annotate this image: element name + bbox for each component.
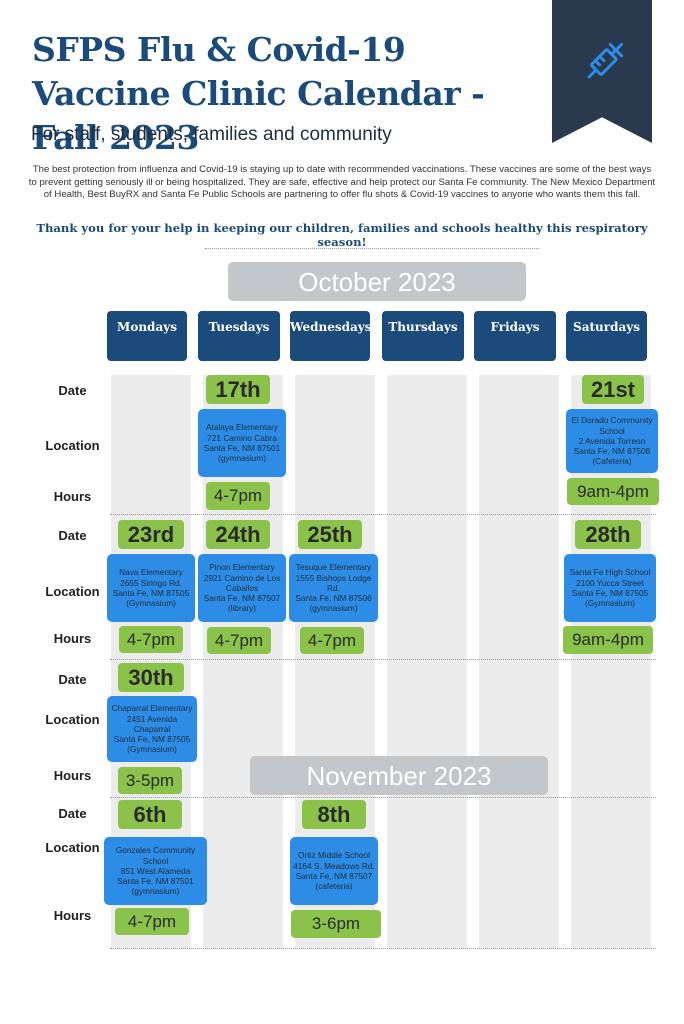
clinic-hours: 4-7pm (119, 626, 183, 653)
clinic-location: Gonzales Community School 851 West Alame… (104, 837, 207, 905)
clinic-location: Tesuque Elementary 1555 Bishops Lodge Rd… (289, 554, 378, 622)
location-line: Santa Fe, NM 87505 (113, 734, 191, 745)
clinic-location: Atalaya Elementary 721 Camino Cabra Sant… (198, 409, 286, 477)
label-location: Location (45, 712, 100, 727)
label-date: Date (58, 672, 87, 687)
location-line: Ortiz Middle School (298, 850, 370, 861)
row-separator (110, 948, 656, 949)
label-date: Date (58, 528, 87, 543)
location-line: (Gymnasium) (127, 744, 177, 755)
clinic-hours: 9am-4pm (563, 626, 653, 654)
location-line: 4164 S. Meadows Rd. (293, 860, 375, 871)
column-friday (479, 375, 559, 949)
location-line: (cafeteria) (315, 881, 353, 892)
location-line: 2 Avenida Torreon (578, 435, 646, 446)
clinic-date: 21st (582, 375, 644, 404)
clinic-hours: 9am-4pm (567, 478, 659, 505)
clinic-location: Chaparral Elementary 2451 Avenida Chapar… (107, 696, 197, 762)
month-october: October 2023 (228, 262, 526, 301)
location-line: Santa Fe High School (569, 567, 651, 578)
clinic-location: El Dorado Community School 2 Avenida Tor… (566, 409, 658, 473)
location-line: Chaparral Elementary (111, 703, 193, 714)
label-hours: Hours (53, 489, 92, 504)
location-line: 2921 Camino de Los (203, 572, 281, 583)
location-line: (Gymnasium) (126, 598, 176, 609)
clinic-location: Pinon Elementary 2921 Camino de Los Caba… (198, 554, 286, 622)
clinic-date: 24th (206, 520, 270, 549)
location-line: Santa Fe, NM 87506 (295, 593, 372, 604)
clinic-hours: 4-7pm (300, 627, 364, 654)
location-line: 2655 Siringo Rd. (120, 577, 182, 588)
clinic-date: 28th (575, 520, 641, 549)
clinic-location: Santa Fe High School 2100 Yucca Street S… (564, 554, 656, 622)
location-line: Nava Elementary (119, 567, 183, 578)
label-hours: Hours (53, 631, 92, 646)
location-line: 1555 Bishops Lodge Rd. (295, 572, 372, 593)
location-line: (library) (227, 603, 257, 614)
location-line: Pinon Elementary (209, 562, 275, 573)
clinic-date: 30th (118, 663, 184, 692)
clinic-hours: 4-7pm (206, 482, 270, 510)
location-line: 2451 Avenida Chaparral (126, 713, 178, 734)
day-header-saturdays: Saturdays (566, 311, 647, 361)
location-line: El Dorado Community (571, 415, 653, 426)
location-line: Santa Fe, NM 87507 (295, 871, 373, 881)
clinic-date: 6th (118, 800, 182, 829)
location-line: (gymnasium) (131, 886, 180, 897)
location-line: Tesuque Elementary (295, 562, 372, 573)
intro-text: The best protection from influenza and C… (28, 164, 656, 200)
clinic-hours: 4-7pm (115, 908, 189, 935)
row-separator (110, 514, 656, 515)
day-header-wednesdays: Wednesdays (290, 311, 372, 361)
label-date: Date (58, 383, 87, 398)
location-line: (Gymnasium) (585, 598, 635, 609)
label-location: Location (45, 438, 100, 453)
location-line: 721 Camino Cabra (207, 432, 277, 443)
clinic-date: 25th (298, 520, 362, 549)
location-line: Santa Fe, NM 87507 (203, 593, 281, 604)
day-header-tuesdays: Tuesdays (198, 311, 280, 361)
day-header-thursdays: Thursdays (382, 311, 464, 361)
row-separator (110, 659, 656, 660)
divider (205, 248, 539, 249)
clinic-hours: 3-6pm (291, 910, 381, 938)
location-line: Gonzales Community School (115, 845, 196, 866)
location-line: Santa Fe, NM 87501 (117, 876, 194, 887)
location-line: Santa Fe, NM 87508 (573, 446, 651, 457)
location-line: 2100 Yucca Street (576, 577, 644, 588)
subtitle: For staff, students, families and commun… (31, 124, 392, 145)
row-separator (110, 797, 656, 798)
day-header-fridays: Fridays (474, 311, 556, 361)
label-date: Date (58, 806, 87, 821)
label-location: Location (45, 840, 100, 855)
month-november: November 2023 (250, 756, 548, 795)
clinic-date: 8th (302, 800, 366, 829)
label-location: Location (45, 584, 100, 599)
location-line: School (599, 425, 625, 436)
clinic-location: Ortiz Middle School 4164 S. Meadows Rd. … (290, 837, 378, 905)
column-thursday (387, 375, 467, 949)
location-line: (gymnasium) (218, 453, 266, 464)
clinic-hours: 3-5pm (118, 767, 182, 794)
location-line: (gymnasium) (309, 603, 358, 614)
clinic-date: 23rd (118, 520, 184, 549)
location-line: Santa Fe, NM 87501 (203, 443, 281, 453)
thanks-text: Thank you for your help in keeping our c… (36, 221, 648, 249)
location-line: Atalaya Elementary (206, 422, 278, 433)
clinic-date: 17th (206, 375, 270, 404)
location-line: Santa Fe, NM 87505 (571, 588, 649, 598)
day-header-mondays: Mondays (107, 311, 187, 361)
location-line: 851 West Alameda (120, 865, 191, 876)
page-title: SFPS Flu & Covid-19 Vaccine Clinic Calen… (32, 30, 485, 157)
label-hours: Hours (53, 768, 92, 783)
location-line: Santa Fe, NM 87505 (112, 588, 190, 598)
label-hours: Hours (53, 908, 92, 923)
clinic-hours: 4-7pm (207, 627, 271, 654)
clinic-location: Nava Elementary 2655 Siringo Rd. Santa F… (107, 554, 195, 622)
location-line: Caballos (225, 582, 259, 593)
syringe-icon (587, 42, 624, 79)
location-line: (Cafeteria) (592, 456, 632, 467)
